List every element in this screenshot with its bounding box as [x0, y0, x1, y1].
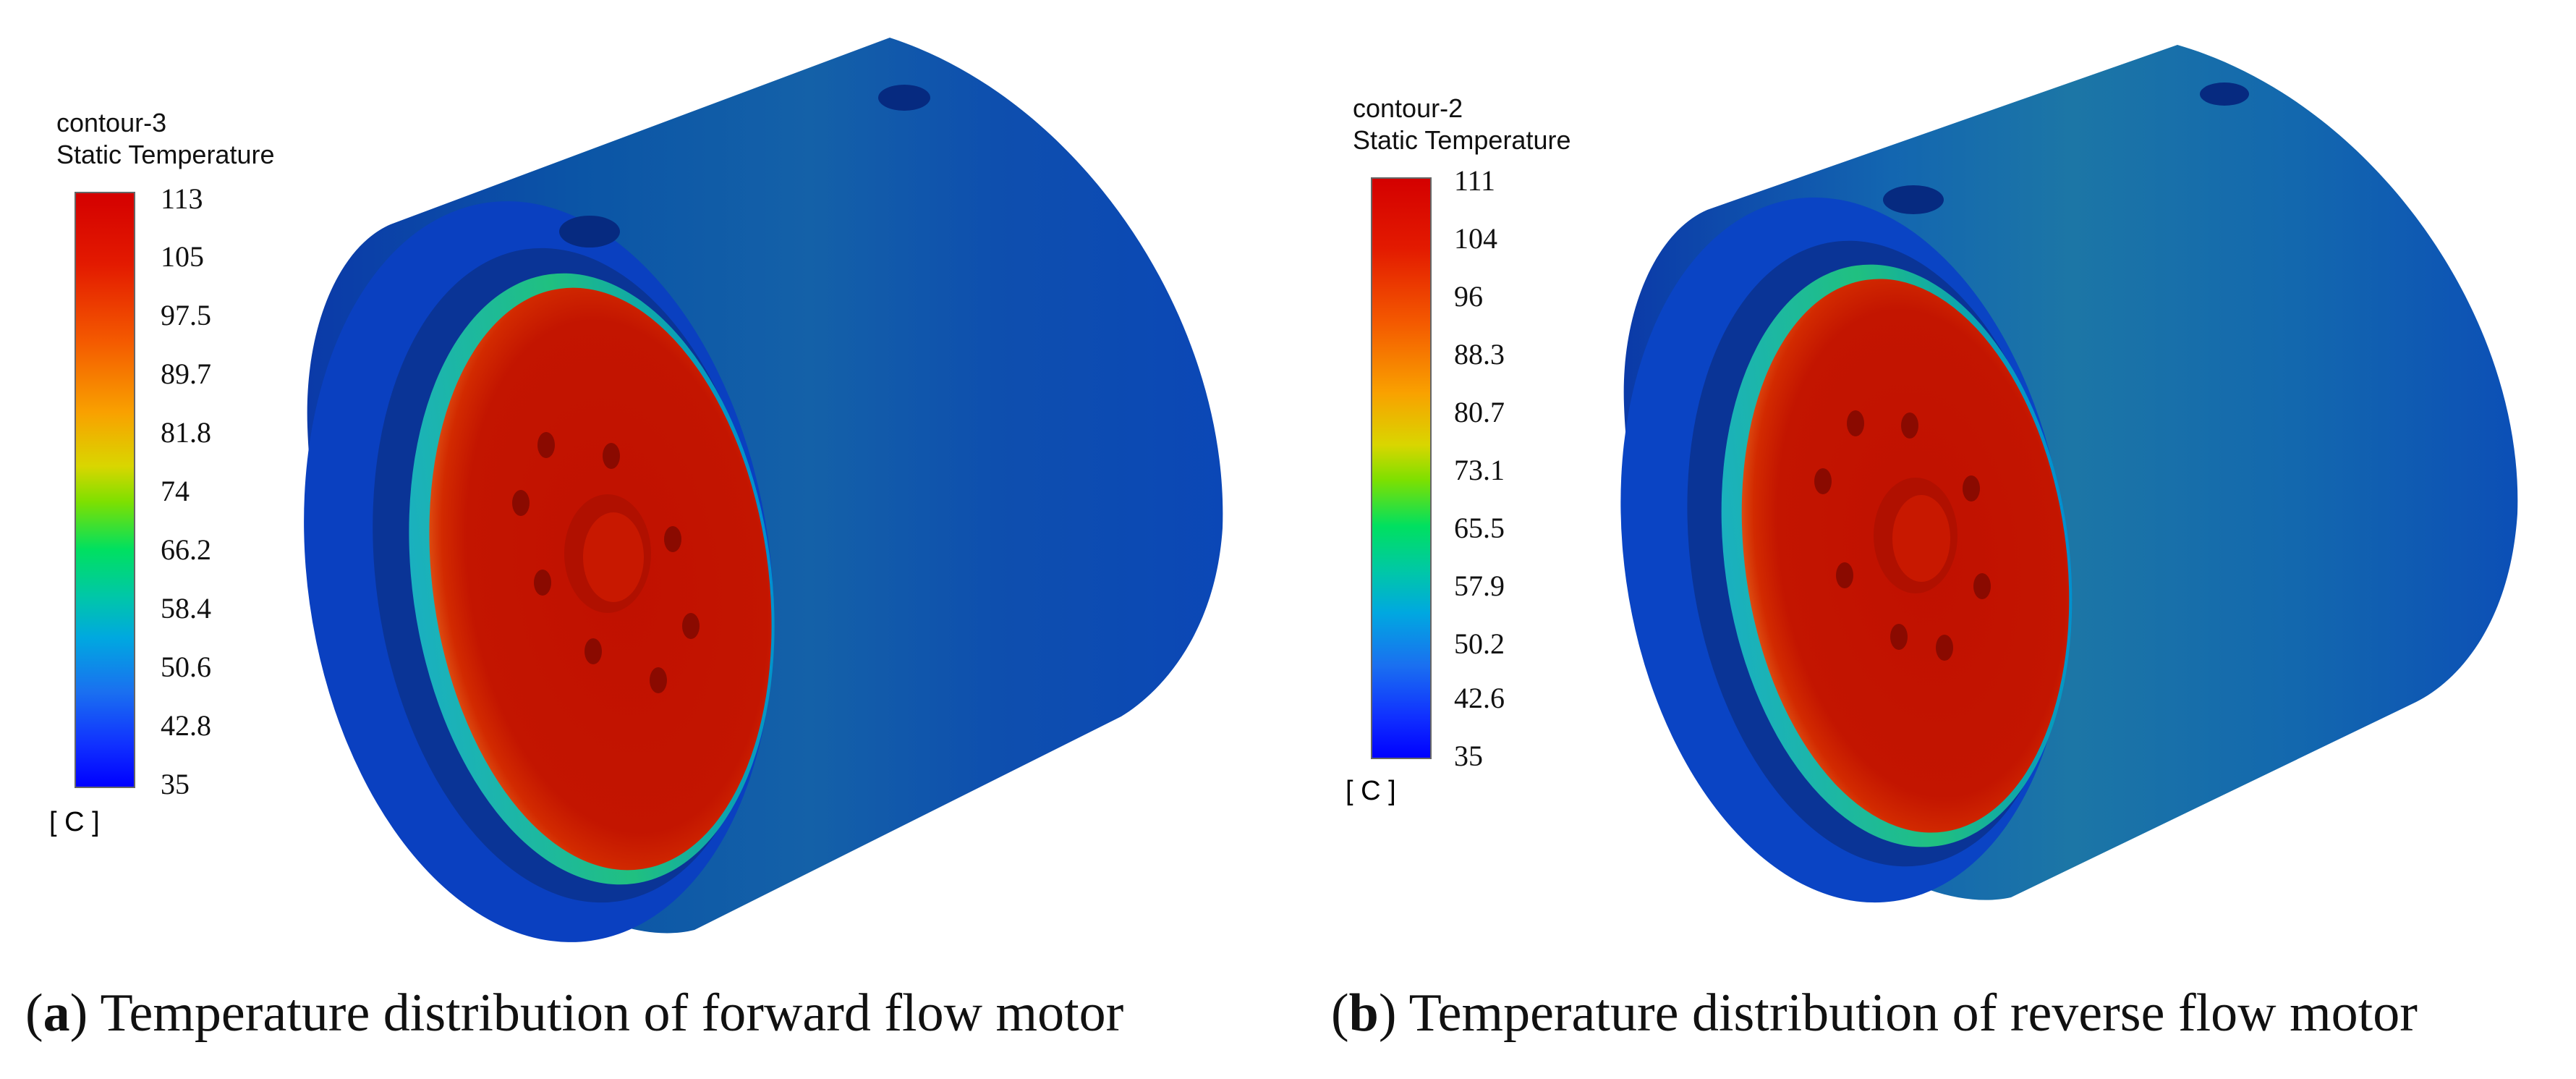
caption: (a) Temperature distribution of forward … — [25, 983, 1124, 1043]
colorbar — [75, 192, 135, 788]
colorbar-tick: 104 — [1454, 222, 1497, 255]
caption-text: Temperature distribution of forward flow… — [100, 983, 1124, 1043]
legend-name: contour-2 — [1353, 93, 1463, 123]
motor-render — [304, 38, 1223, 942]
caption: (b) Temperature distribution of reverse … — [1331, 983, 2418, 1043]
colorbar-tick: 66.2 — [161, 533, 211, 566]
colorbar-tick: 35 — [1454, 740, 1483, 772]
motor-render — [1620, 45, 2518, 903]
colorbar-tick: 50.6 — [161, 651, 211, 683]
legend: contour-2 Static Temperature — [1353, 93, 1570, 156]
colorbar-tick: 97.5 — [161, 299, 211, 331]
caption-letter: b — [1348, 983, 1379, 1043]
colorbar-tick: 50.2 — [1454, 627, 1505, 660]
colorbar-tick: 42.6 — [1454, 682, 1505, 714]
colorbar-tick: 105 — [161, 240, 204, 273]
colorbar-tick: 35 — [161, 768, 190, 800]
legend-name: contour-3 — [56, 108, 167, 137]
panel-forward-flow: contour-3 Static Temperature 113 105 97.… — [25, 38, 1223, 1043]
colorbar-tick: 80.7 — [1454, 396, 1505, 428]
caption-letter: a — [43, 983, 70, 1043]
colorbar-tick: 111 — [1454, 164, 1496, 197]
unit-label: [ C ] — [49, 807, 100, 837]
colorbar-tick: 113 — [161, 182, 203, 215]
colorbar — [1371, 177, 1432, 759]
colorbar-tick: 42.8 — [161, 709, 211, 742]
colorbar-tick: 73.1 — [1454, 454, 1505, 486]
unit-label: [ C ] — [1346, 776, 1396, 806]
colorbar-tick: 58.4 — [161, 592, 211, 625]
colorbar-tick: 65.5 — [1454, 512, 1505, 544]
colorbar-tick: 89.7 — [161, 357, 211, 390]
colorbar-tick: 88.3 — [1454, 338, 1505, 371]
colorbar-tick: 57.9 — [1454, 570, 1505, 602]
colorbar-tick: 96 — [1454, 280, 1483, 313]
panel-reverse-flow: contour-2 Static Temperature 111 104 96 … — [1288, 0, 2576, 1079]
legend: contour-3 Static Temperature — [56, 107, 274, 171]
colorbar-tick: 74 — [161, 475, 190, 507]
legend-variable: Static Temperature — [1353, 125, 1571, 155]
caption-text: Temperature distribution of reverse flow… — [1408, 983, 2418, 1043]
colorbar-tick: 81.8 — [161, 416, 211, 449]
legend-variable: Static Temperature — [56, 140, 275, 169]
